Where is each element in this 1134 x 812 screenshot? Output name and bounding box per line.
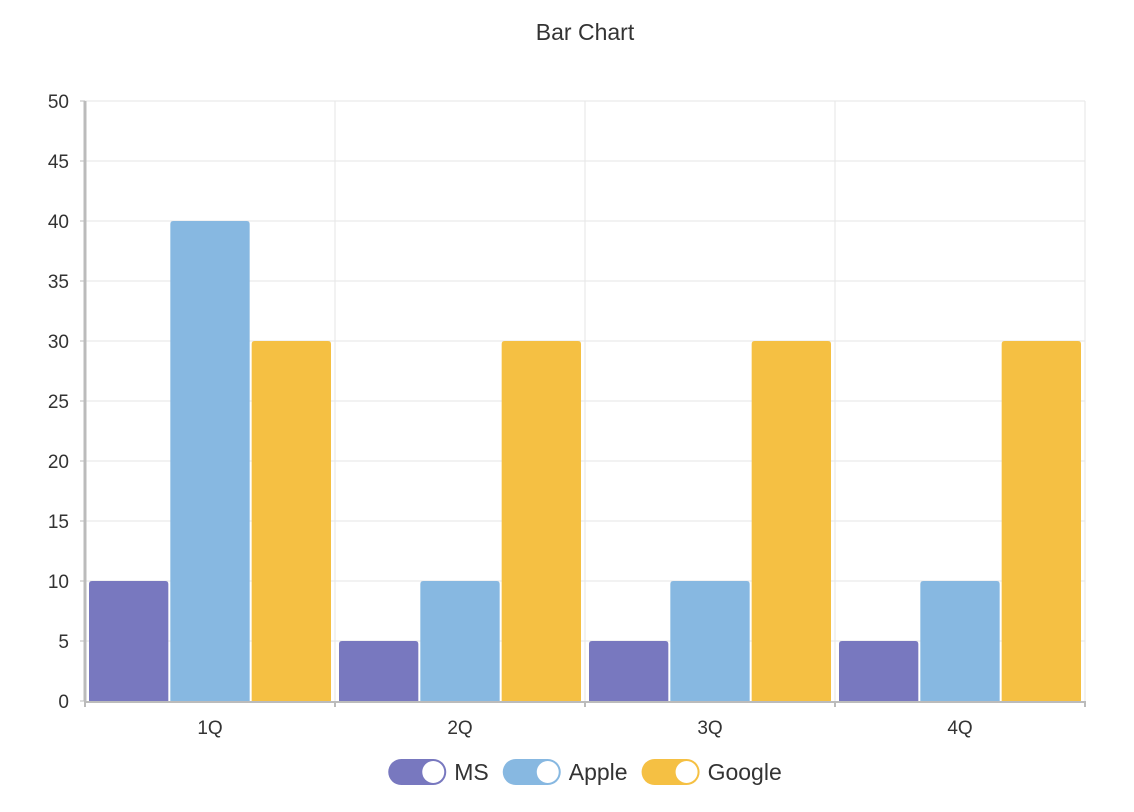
bar-ms-1q[interactable] bbox=[89, 581, 169, 701]
bar-google-1q[interactable] bbox=[251, 341, 331, 701]
legend-toggle-knob bbox=[675, 761, 698, 783]
y-tick-label: 25 bbox=[48, 392, 69, 413]
legend-item-ms[interactable]: MS bbox=[388, 759, 489, 785]
y-tick-label: 15 bbox=[48, 512, 69, 533]
y-tick-label: 10 bbox=[48, 572, 69, 593]
legend-item-apple[interactable]: Apple bbox=[502, 759, 628, 785]
y-tick-label: 50 bbox=[48, 92, 69, 113]
x-axis-tick-labels: 1Q 2Q 3Q 4Q bbox=[197, 718, 972, 739]
legend: MS Apple Google bbox=[388, 759, 782, 785]
legend-label: MS bbox=[454, 759, 489, 785]
y-tick-label: 40 bbox=[48, 212, 69, 233]
bars bbox=[89, 221, 1081, 701]
bar-ms-4q[interactable] bbox=[839, 641, 919, 701]
bar-apple-3q[interactable] bbox=[670, 581, 750, 701]
chart-title: Bar Chart bbox=[536, 19, 635, 45]
y-tick-label: 45 bbox=[48, 152, 69, 173]
y-axis-tick-labels: 0 5 10 15 20 25 30 35 40 45 50 bbox=[48, 92, 69, 713]
bar-apple-1q[interactable] bbox=[170, 221, 250, 701]
x-tick-label: 3Q bbox=[697, 718, 722, 739]
x-tick-label: 4Q bbox=[947, 718, 972, 739]
y-tick-label: 20 bbox=[48, 452, 69, 473]
legend-label: Apple bbox=[569, 759, 628, 785]
legend-toggle-knob bbox=[536, 761, 559, 783]
x-tick-label: 2Q bbox=[447, 718, 472, 739]
bar-apple-4q[interactable] bbox=[920, 581, 1000, 701]
y-tick-label: 5 bbox=[58, 632, 69, 653]
bar-ms-3q[interactable] bbox=[589, 641, 669, 701]
grid-lines bbox=[85, 100, 1086, 701]
y-tick-label: 30 bbox=[48, 332, 69, 353]
bar-apple-2q[interactable] bbox=[420, 581, 500, 701]
x-tick-label: 1Q bbox=[197, 718, 222, 739]
legend-label: Google bbox=[708, 759, 782, 785]
bar-google-3q[interactable] bbox=[751, 341, 831, 701]
y-tick-label: 0 bbox=[58, 692, 69, 713]
legend-item-google[interactable]: Google bbox=[641, 759, 782, 785]
bar-google-4q[interactable] bbox=[1001, 341, 1081, 701]
bar-ms-2q[interactable] bbox=[339, 641, 419, 701]
bar-google-2q[interactable] bbox=[501, 341, 581, 701]
legend-toggle-knob bbox=[422, 761, 445, 783]
axes bbox=[80, 100, 1086, 707]
y-tick-label: 35 bbox=[48, 272, 69, 293]
